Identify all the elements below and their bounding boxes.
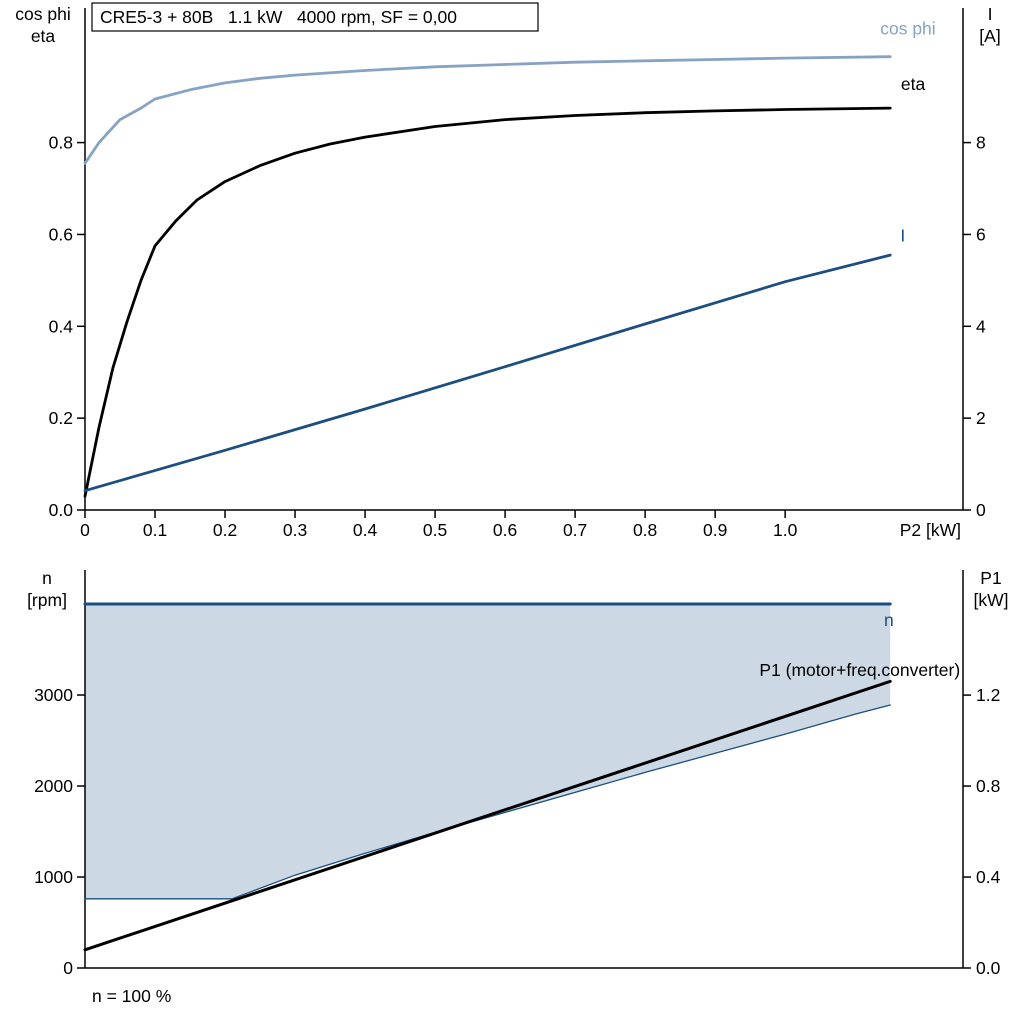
top-chart-x-tick-label: 1.0 (773, 520, 798, 540)
bottom-chart-speed-range-fill (85, 604, 891, 899)
chart-title: CRE5-3 + 80B 1.1 kW 4000 rpm, SF = 0,00 (100, 7, 457, 27)
bottom-chart-left-axis-title: n (42, 568, 52, 588)
bottom-chart-right-axis-title: P1 (980, 568, 1001, 588)
top-chart-right-tick-label: 6 (976, 224, 986, 244)
bottom-chart-series-p1-motor-freq-converter (83, 679, 892, 952)
bottom-chart-series-n-min (84, 704, 891, 900)
top-chart-x-tick-label: 0.2 (213, 520, 237, 540)
bottom-chart-left-tick-label: 3000 (34, 685, 73, 705)
top-chart-x-tick-label: 0.5 (423, 520, 447, 540)
bottom-chart-left-tick-label: 0 (63, 958, 73, 978)
top-chart-series-label-i: I (900, 225, 905, 245)
top-chart-right-tick-label: 0 (976, 500, 986, 520)
top-chart-right-tick-label: 8 (976, 133, 986, 153)
bottom-chart-right-tick-label: 0.8 (976, 776, 1000, 796)
top-chart-x-tick-label: 0.6 (493, 520, 517, 540)
top-chart-right-tick-label: 4 (976, 316, 986, 336)
top-chart-left-tick-label: 0.8 (49, 133, 73, 153)
bottom-chart-series-label-n: n (884, 610, 894, 630)
top-chart-x-tick-label: 0.7 (563, 520, 587, 540)
top-chart-x-axis-label: P2 [kW] (900, 520, 961, 540)
bottom-chart-left-tick-label: 2000 (34, 776, 73, 796)
bottom-chart-series-label-p1-motor-freq-converter: P1 (motor+freq.converter) (759, 660, 960, 680)
top-chart-left-tick-label: 0.4 (49, 316, 74, 336)
top-chart-x-tick-label: 0 (80, 520, 90, 540)
speed-annotation: n = 100 % (92, 986, 171, 1006)
top-chart-right-tick-label: 2 (976, 408, 986, 428)
top-chart-series-eta (83, 106, 892, 498)
bottom-chart-right-tick-label: 1.2 (976, 685, 1000, 705)
top-chart-series-i (83, 253, 892, 493)
top-chart-x-tick-label: 0.1 (143, 520, 167, 540)
bottom-chart-left-axis-title: [rpm] (27, 590, 67, 610)
bottom-chart-right-tick-label: 0.4 (976, 867, 1001, 887)
top-chart-left-tick-label: 0.2 (49, 408, 73, 428)
top-chart-series-label-cos-phi: cos phi (880, 19, 935, 39)
top-chart-left-axis-title: cos phi (15, 4, 70, 24)
bottom-chart-right-axis-title: [kW] (974, 590, 1009, 610)
bottom-chart-right-tick-label: 0.0 (976, 958, 1001, 978)
bottom-chart-left-tick-label: 1000 (34, 867, 73, 887)
top-chart-right-axis-title: [A] (979, 26, 1000, 46)
top-chart-x-tick-label: 0.9 (703, 520, 727, 540)
top-chart-series-cos-phi (83, 55, 892, 165)
chart-title-box (91, 2, 539, 32)
top-chart-left-axis-title: eta (31, 26, 56, 46)
top-chart-x-tick-label: 0.4 (353, 520, 378, 540)
top-chart-x-tick-label: 0.8 (633, 520, 657, 540)
top-chart-left-tick-label: 0.0 (49, 500, 74, 520)
top-chart-right-axis-title: I (988, 4, 993, 24)
top-chart-left-tick-label: 0.6 (49, 224, 73, 244)
top-chart-series-label-eta: eta (901, 74, 926, 94)
top-chart-x-tick-label: 0.3 (283, 520, 307, 540)
